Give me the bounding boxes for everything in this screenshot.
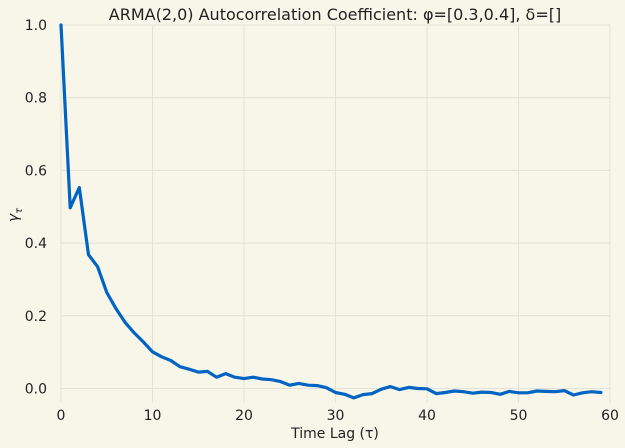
y-tick-labels: 0.0 0.2 0.4 0.6 0.8 1.0	[25, 18, 47, 397]
y-tick-label: 1.0	[25, 18, 47, 34]
y-tick-label: 0.0	[25, 381, 47, 397]
y-tick-label: 0.2	[25, 309, 47, 325]
y-axis-label-main: γ	[6, 213, 22, 222]
x-tick-label: 30	[327, 408, 345, 424]
y-tick-label: 0.4	[25, 236, 47, 252]
x-tick-labels: 0 10 20 30 40 50 60	[57, 408, 619, 424]
y-tick-label: 0.6	[25, 163, 47, 179]
x-tick-label: 60	[601, 408, 619, 424]
y-axis-label-subscript: τ	[14, 207, 25, 214]
x-tick-label: 50	[510, 408, 528, 424]
y-axis-label: γτ	[6, 207, 25, 222]
x-axis-label: Time Lag (τ)	[290, 426, 379, 442]
x-tick-label: 40	[418, 408, 436, 424]
grid-lines	[60, 24, 611, 403]
chart-title: ARMA(2,0) Autocorrelation Coefficient: φ…	[109, 5, 561, 24]
series-line	[59, 23, 603, 400]
y-tick-label: 0.8	[25, 91, 47, 107]
x-tick-label: 20	[235, 408, 253, 424]
x-tick-label: 0	[57, 408, 66, 424]
x-tick-label: 10	[144, 408, 162, 424]
